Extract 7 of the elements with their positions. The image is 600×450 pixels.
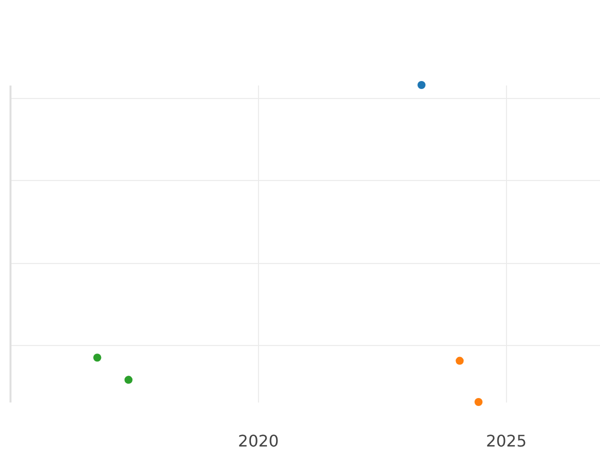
point xyxy=(456,356,464,365)
point xyxy=(93,354,102,362)
x-tick-label: 2020 xyxy=(238,432,279,450)
point xyxy=(124,376,132,384)
point xyxy=(418,81,426,89)
x-tick-label: 2025 xyxy=(486,432,527,450)
point xyxy=(474,398,483,406)
